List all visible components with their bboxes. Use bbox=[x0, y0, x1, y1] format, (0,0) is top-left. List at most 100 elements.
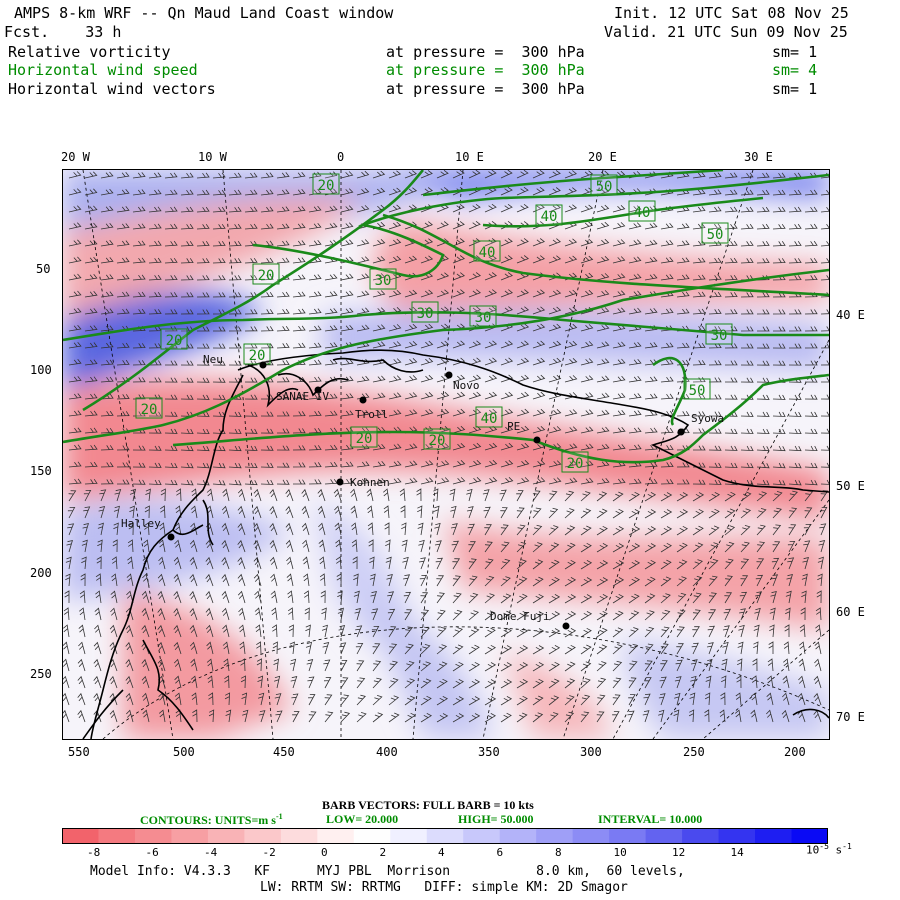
contours-low: LOW= 20.000 bbox=[326, 812, 399, 826]
wind-barb bbox=[772, 172, 786, 179]
wind-barb bbox=[734, 709, 742, 723]
wind-barb bbox=[532, 628, 545, 638]
wind-barb bbox=[212, 206, 226, 213]
colorbar-tick-label: 12 bbox=[672, 846, 686, 859]
wind-barb bbox=[548, 559, 560, 570]
contour-label: 20 bbox=[141, 402, 158, 418]
wind-barb bbox=[276, 308, 290, 315]
wind-barb bbox=[228, 172, 242, 179]
wind-barb bbox=[772, 206, 786, 213]
wind-barb bbox=[628, 341, 642, 349]
colorbar-ticks: -8 -6 -4 -2 0 2 4 6 8 10 12 14 bbox=[62, 845, 828, 861]
wind-barb bbox=[244, 445, 258, 451]
wind-barb bbox=[452, 713, 465, 723]
wind-barb bbox=[356, 256, 370, 264]
wind-barb bbox=[756, 558, 765, 570]
wind-barb bbox=[100, 410, 114, 417]
wind-barb bbox=[644, 256, 658, 264]
wind-barb bbox=[814, 641, 822, 655]
wind-barb bbox=[548, 204, 562, 213]
wind-barb bbox=[100, 376, 114, 383]
wind-barbs bbox=[63, 170, 829, 723]
wind-barb bbox=[772, 258, 786, 264]
wind-barb bbox=[228, 326, 242, 332]
wind-barb bbox=[772, 189, 786, 196]
wind-barb bbox=[564, 340, 578, 349]
colorbar-tick-label: 2 bbox=[379, 846, 387, 859]
wind-barb bbox=[596, 577, 609, 587]
wind-barb bbox=[452, 644, 464, 655]
wind-barb bbox=[301, 505, 310, 519]
wind-barb bbox=[753, 624, 760, 638]
wind-barb bbox=[63, 624, 70, 638]
wind-barb bbox=[564, 238, 578, 247]
colorbar-swatch bbox=[280, 828, 318, 844]
wind-barb bbox=[180, 360, 194, 366]
wind-barb bbox=[68, 376, 82, 383]
wind-barb bbox=[276, 342, 290, 349]
wind-barb bbox=[756, 479, 770, 486]
wind-barb bbox=[676, 492, 689, 502]
wind-barb bbox=[79, 590, 86, 604]
wind-barb bbox=[180, 258, 194, 264]
wind-barb bbox=[253, 573, 262, 587]
wind-barb bbox=[260, 206, 274, 213]
left-y-label: 150 bbox=[30, 464, 52, 478]
wind-barb bbox=[580, 426, 594, 434]
wind-barb bbox=[286, 556, 294, 570]
wind-barb bbox=[141, 658, 150, 672]
wind-barb bbox=[750, 692, 758, 706]
colorbar-swatch bbox=[791, 828, 828, 844]
wind-barb bbox=[180, 206, 194, 213]
wind-barb bbox=[126, 590, 134, 604]
wind-barb bbox=[596, 594, 609, 604]
wind-barb bbox=[157, 573, 166, 587]
wind-barb bbox=[612, 205, 626, 213]
wind-barb bbox=[308, 325, 322, 332]
wind-barb bbox=[116, 257, 130, 264]
wind-barb bbox=[532, 559, 544, 570]
wind-barb bbox=[205, 624, 214, 638]
wind-barb bbox=[484, 627, 496, 638]
wind-barb bbox=[272, 641, 278, 655]
wind-barb bbox=[128, 522, 134, 536]
wind-barb bbox=[308, 711, 317, 723]
wind-barb bbox=[419, 557, 426, 570]
wind-barb bbox=[500, 357, 514, 366]
wind-barb bbox=[157, 590, 166, 604]
wind-barb bbox=[158, 556, 166, 570]
wind-barb bbox=[804, 507, 813, 519]
wind-barb bbox=[308, 410, 322, 417]
field-3-name: Horizontal wind vectors bbox=[8, 80, 216, 98]
wind-barb bbox=[228, 479, 242, 486]
wind-barb bbox=[676, 291, 690, 298]
wind-barb bbox=[788, 428, 802, 435]
wind-barb bbox=[68, 222, 82, 230]
wind-barb bbox=[129, 488, 137, 502]
wind-barb bbox=[221, 590, 230, 604]
wind-barb bbox=[483, 506, 491, 519]
wind-barb bbox=[484, 170, 497, 179]
wind-barb bbox=[708, 508, 720, 519]
wind-barb bbox=[771, 574, 779, 587]
wind-barb bbox=[644, 308, 658, 315]
wind-barb bbox=[302, 556, 310, 570]
wind-barb bbox=[340, 324, 354, 332]
wind-barb bbox=[804, 411, 818, 417]
wind-barb bbox=[673, 709, 680, 723]
wind-barb bbox=[340, 461, 354, 468]
wind-barb bbox=[228, 309, 242, 315]
wind-barb bbox=[404, 443, 418, 451]
wind-barb bbox=[432, 488, 439, 502]
wind-barb bbox=[820, 275, 829, 281]
wind-barb bbox=[660, 609, 671, 621]
colorbar-swatch bbox=[207, 828, 245, 844]
wind-barb bbox=[820, 462, 829, 468]
station-label: Neu bbox=[203, 353, 223, 366]
wind-barb bbox=[196, 240, 210, 247]
wind-barb bbox=[404, 626, 414, 638]
wind-barb bbox=[580, 594, 593, 604]
wind-barb bbox=[276, 479, 290, 485]
wind-barb bbox=[740, 411, 754, 417]
wind-barb bbox=[320, 590, 326, 604]
